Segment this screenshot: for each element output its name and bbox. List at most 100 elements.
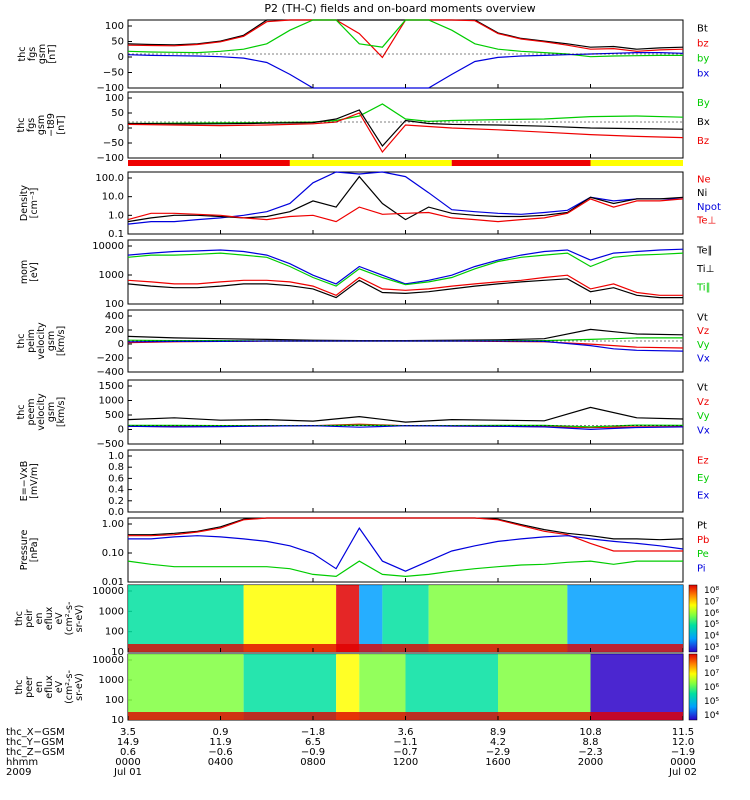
legend-Vz: Vz [697,326,709,337]
y-tick-label: 1.0 [108,451,124,462]
x-axis-row-value: −0.6 [208,747,232,758]
series-Ti⊥ [127,248,684,285]
y-tick-label: 10 [111,715,124,726]
series-Vt [127,406,684,423]
y-label-line: [nT] [56,115,67,134]
region-bar-red [451,160,591,166]
x-axis-row-value: Jul 02 [668,767,697,778]
y-tick-label: 0.01 [102,577,124,588]
region-bar-yellow [289,160,452,166]
y-label-line: thc [17,47,28,62]
x-axis-row-value: 0000 [115,757,140,768]
y-tick-label: 0.6 [108,473,124,484]
y-axis-label: thc fgs gsm [nT] [17,44,58,64]
colorbar-tick-label: 10⁴ [704,711,719,721]
x-axis-row-value: 3.6 [398,727,414,738]
y-tick-label: 10.0 [102,192,124,203]
heatmap-band [405,654,498,720]
y-label-line: peir [24,609,35,628]
legend-Vx: Vx [697,425,710,436]
y-axis-label: thc peir en eflux eV (cm²-s-sr-eV) [14,602,85,636]
y-tick-label: −200 [97,353,124,364]
y-tick-label: 1000 [99,396,124,407]
y-label-line: peim [26,329,37,353]
series-Pe [127,560,683,578]
y-label-line: sr-eV) [74,605,85,633]
x-axis-row-value: 1200 [393,757,418,768]
x-axis-row-value: 10.8 [579,727,601,738]
y-axis-label: E=−VxB [mV/m] [19,461,40,502]
series-Pb [128,517,683,552]
colorbar-tick-label: 10⁵ [704,697,719,707]
y-label-line: E=−VxB [19,461,30,502]
y-label-line: [eV] [29,262,40,282]
y-tick-label: −100 [97,153,124,164]
panel-peem-velocity: 1500 1000 500 0 −500 thc peem velocity gsm [km/s]… [16,379,710,450]
series-Te∥ [127,278,683,299]
legend-Pe: Pe [697,549,709,560]
y-label-line: thc [16,118,27,133]
x-axis-row-value: −1.8 [301,727,325,738]
legend-Bt: Bt [697,23,708,34]
y-label-line: [cm⁻³] [29,188,40,219]
panel-frame [127,449,684,513]
y-tick-label: 10000 [92,655,124,666]
y-tick-label: 100.0 [95,173,124,184]
y-label-line: eV [54,612,65,625]
y-axis-label: Density [cm⁻³] [19,185,40,221]
heatmap-band [590,654,683,720]
colorbar-tick-label: 10⁷ [704,669,719,679]
series-Vx [127,340,684,352]
heatmap-band [428,585,568,652]
series-Pi [128,526,684,572]
colorbar [688,584,698,653]
y-tick-label: 0 [118,123,124,134]
heatmap-band [336,585,360,652]
x-axis-row-value: −1.1 [393,737,417,748]
y-label-line: [nPa] [29,538,40,563]
y-tick-label: 1500 [99,381,124,392]
y-tick-label: 100 [105,21,124,32]
panel-peir-eflux: 10000 1000 100 10 thc peir en eflux eV (cm²-s-sr-… [14,584,719,658]
y-tick-label: −500 [97,439,124,450]
x-axis-row-value: 0800 [300,757,325,768]
heatmap-band [128,654,244,720]
colorbar-tick-label: 10⁸ [704,586,719,596]
x-axis-row-value: 8.9 [490,727,506,738]
y-tick-label: 1000 [99,270,124,281]
y-label-line: sr-eV) [74,673,85,701]
panel-density: 100.0 10.0 1.0 0.1 Density [cm⁻³] Ne Ni Npot Te⊥ [19,171,721,240]
x-axis-row-value: −2.9 [486,747,510,758]
y-tick-label: 100 [105,627,124,638]
legend-bz: bz [697,38,709,49]
y-label-line: [km/s] [56,326,67,356]
x-axis-row-value: 6.5 [305,737,321,748]
x-axis-row-value: 4.2 [490,737,506,748]
series-Bt [127,19,684,50]
y-label-line: eflux [44,606,55,630]
x-axis-row-value: 0000 [670,757,695,768]
region-bar-red [128,160,290,166]
colorbar-tick-label: 10⁶ [704,683,719,693]
y-label-line: en [34,681,45,693]
y-label-line: (cm²-s- [64,602,75,636]
y-axis-label: mom [eV] [19,260,40,284]
y-label-line: Pressure [19,530,30,571]
y-label-line: thc [14,680,25,695]
legend-Ez: Ez [697,455,709,466]
x-axis-row-value: −1.9 [671,747,695,758]
panel-frame [127,379,684,445]
series-by [127,19,683,58]
series-By [127,103,684,125]
y-tick-label: 0.0 [108,507,124,518]
y-tick-label: 0.10 [102,548,124,559]
legend-Pi: Pi [697,563,706,574]
x-axis-row-value: 1600 [485,757,510,768]
y-tick-label: 100 [105,93,124,104]
x-axis-row-value: 8.8 [583,737,599,748]
colorbar-tick-label: 10⁵ [704,620,719,630]
series-Bz [127,112,684,154]
y-label-line: [km/s] [56,397,67,427]
colorbar-tick-label: 10⁶ [704,609,719,619]
